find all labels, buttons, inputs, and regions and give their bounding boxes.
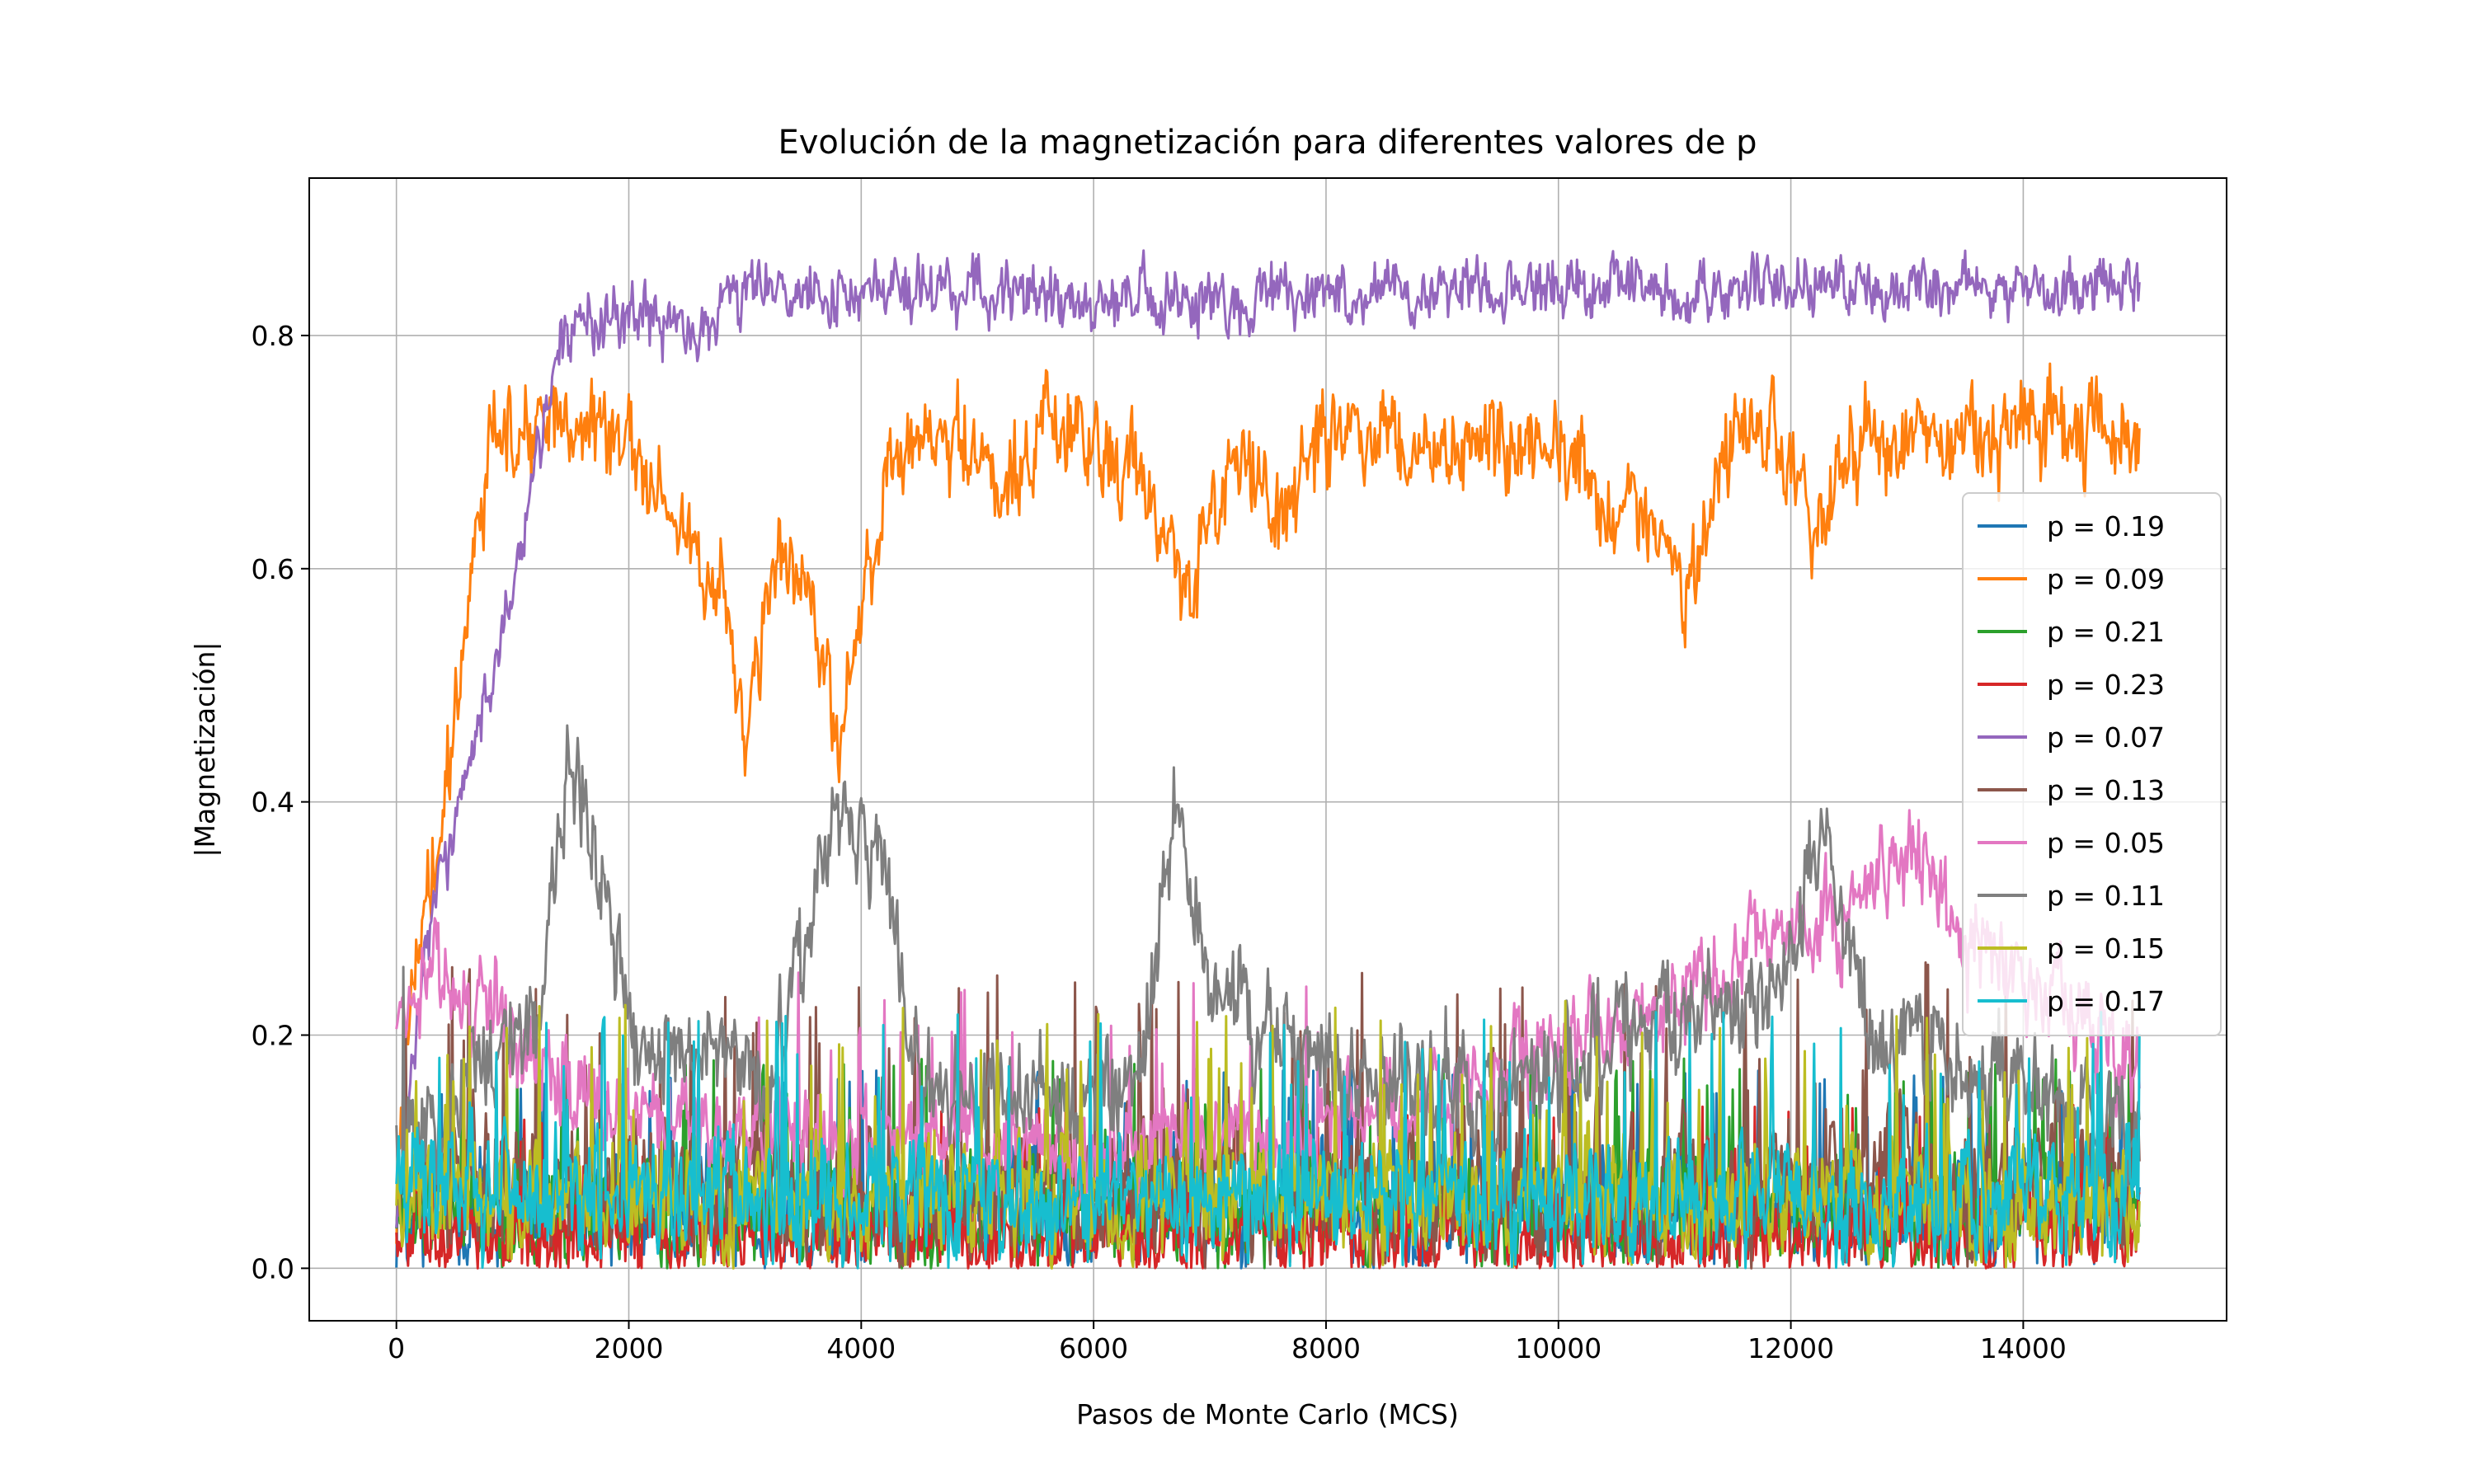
x-tick-label: 8000	[1291, 1332, 1361, 1364]
legend-label: p = 0.15	[2047, 932, 2165, 965]
legend-label: p = 0.23	[2047, 669, 2165, 701]
x-tick-label: 12000	[1747, 1332, 1834, 1364]
chart-title: Evolución de la magnetización para difer…	[778, 124, 1757, 162]
x-tick-label: 14000	[1980, 1332, 2067, 1364]
series-line	[395, 724, 2141, 1193]
y-tick-label: 0.0	[252, 1252, 294, 1284]
legend-label: p = 0.17	[2047, 985, 2165, 1017]
axis-ticks: 0 2000 4000 6000 8000 10000 12000 14000 0.0 0.2 0.…	[252, 320, 2067, 1364]
series-line	[395, 1011, 2141, 1270]
legend: p = 0.19 p = 0.09 p = 0.21 p = 0.23 p = 0.07…	[1962, 492, 2222, 1036]
legend-label: p = 0.13	[2047, 774, 2165, 806]
plot-frame	[308, 177, 2227, 1322]
legend-label: p = 0.21	[2047, 616, 2165, 648]
x-tick-label: 2000	[595, 1332, 664, 1364]
x-tick-label: 6000	[1059, 1332, 1128, 1364]
y-tick-label: 0.6	[252, 553, 294, 585]
series-line	[395, 362, 2141, 1244]
legend-label: p = 0.11	[2047, 880, 2165, 912]
x-tick-label: 10000	[1515, 1332, 1602, 1364]
legend-label: p = 0.09	[2047, 563, 2165, 595]
legend-label: p = 0.19	[2047, 510, 2165, 542]
y-tick-label: 0.8	[252, 320, 294, 352]
series-line	[395, 249, 2141, 1228]
y-tick-label: 0.4	[252, 787, 294, 819]
legend-label: p = 0.05	[2047, 827, 2165, 859]
y-tick-label: 0.2	[252, 1020, 294, 1052]
x-tick-label: 4000	[826, 1332, 896, 1364]
x-axis-label: Pasos de Monte Carlo (MCS)	[1076, 1398, 1459, 1430]
legend-box	[1962, 492, 2222, 1036]
series-layer	[395, 249, 2141, 1270]
legend-label: p = 0.07	[2047, 721, 2165, 754]
x-tick-label: 0	[388, 1332, 405, 1364]
y-axis-label: |Magnetización|	[189, 641, 221, 857]
